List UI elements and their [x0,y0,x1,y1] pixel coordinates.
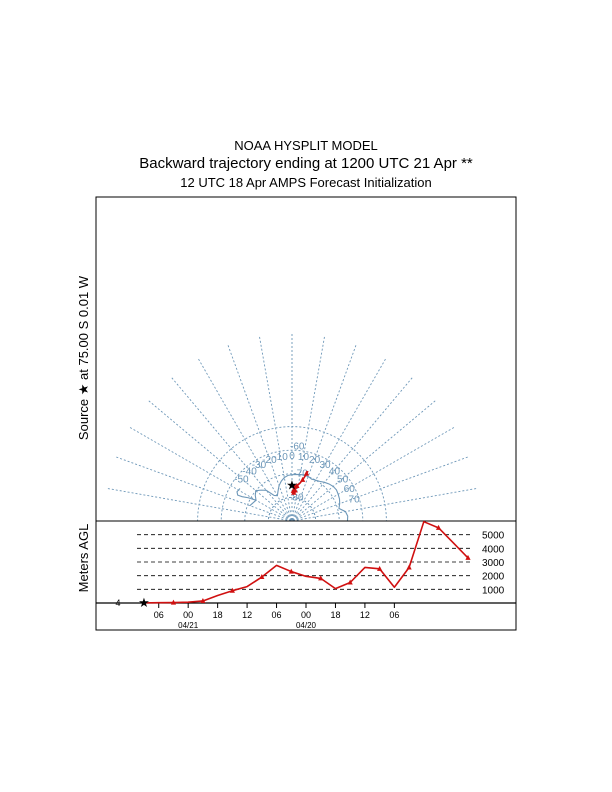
level-label: 5000 [482,531,505,542]
longitude-label: -10 [273,452,288,463]
time-tick-label: 00 [301,610,311,620]
initialization-label: 12 UTC 18 Apr AMPS Forecast Initializati… [180,175,432,190]
meridian-line [197,357,292,521]
height-marker [377,565,383,571]
meridian-line [128,426,292,521]
source-star-icon: ★ [286,478,298,493]
meridian-line [289,520,292,521]
peninsula-line [236,488,257,501]
time-tick-label: 06 [154,610,164,620]
height-marker [288,568,294,574]
time-tick-label: 18 [213,610,223,620]
trajectory-marker [294,482,300,488]
height-marker [200,597,206,603]
longitude-label: -40 [242,466,257,477]
longitude-label: -20 [262,455,277,466]
longitude-label: 70 [349,494,361,505]
trajectory-marker [300,476,306,482]
meridian-line [292,520,295,521]
meridian-line [292,487,479,521]
meridian-line [291,334,326,521]
time-axis: 06 00 18 12 06 00 18 12 06 04/21 04/20 4 [115,598,399,630]
height-marker [318,575,324,581]
height-marker [170,599,177,605]
height-line [143,520,469,604]
date-label: 04/20 [296,621,317,630]
longitude-label: -30 [252,460,267,471]
meridian-line [292,399,437,521]
longitude-label: 40 [329,466,341,477]
height-levels: 5000 4000 3000 2000 1000 [137,531,505,596]
longitude-label: 20 [309,455,321,466]
longitude-label: 30 [319,460,331,471]
meridian-line [114,456,292,521]
time-tick-label: 00 [183,610,193,620]
height-marker [465,554,471,560]
longitude-label: 0 [289,451,295,462]
time-tick-label: 06 [272,610,282,620]
latitude-label: -80 [289,493,304,504]
time-tick-label: 12 [360,610,370,620]
height-ylabel: Meters AGL [76,524,91,593]
meridian-line [170,376,292,521]
chart-title: NOAA HYSPLIT MODEL [234,138,378,153]
height-source-star-icon: ★ [138,595,150,610]
meridian-line [227,343,293,521]
height-marker [229,587,235,593]
chart-subtitle: Backward trajectory ending at 1200 UTC 2… [139,155,473,172]
time-tick-label: 12 [242,610,252,620]
longitude-label: 60 [344,484,356,495]
meridian-line [128,521,291,615]
meridian-line [291,343,357,521]
map-grid [103,332,481,615]
level-label: 2000 [482,572,505,583]
time-tick-label: 06 [389,610,399,620]
meridian-line [147,399,292,521]
level-label: 3000 [482,558,505,569]
longitude-label: 50 [337,475,349,486]
longitude-label: 10 [298,452,310,463]
latitude-label: -70 [293,469,308,480]
meridian-line [292,376,414,521]
date-label: 04/21 [178,621,199,630]
meridian-line [258,334,293,521]
meridian-line [105,487,292,521]
height-marker [259,574,265,580]
time-tick-label: 18 [330,610,340,620]
meridian-line [292,357,387,521]
trajectory-marker [303,470,310,476]
start-tick-label: 4 [115,598,120,608]
height-frame [95,520,517,631]
source-location-label: Source ★ at 75.00 S 0.01 W [76,275,91,440]
height-marker [406,564,412,570]
latitude-label: -60 [290,442,305,453]
level-label: 4000 [482,544,505,555]
longitude-label: -50 [234,475,249,486]
height-marker [347,579,353,585]
meridian-line [292,426,456,521]
trajectory-path: ★ [286,470,310,495]
level-label: 1000 [482,585,505,596]
height-series: ★ [138,520,471,610]
meridian-line [292,456,470,521]
height-marker [435,524,442,530]
trajectory-marker [290,487,296,493]
